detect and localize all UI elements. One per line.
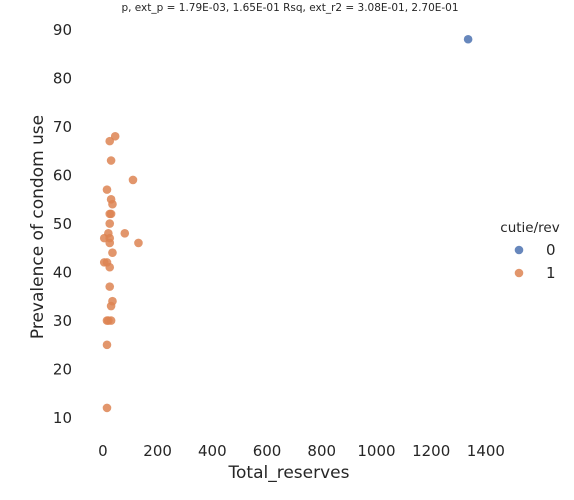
data-point [108,248,117,257]
data-point [102,403,112,413]
y-tick-label: 20 [53,361,72,379]
data-point [105,219,115,228]
legend-label: 0 [546,241,556,259]
data-point [106,209,116,219]
y-tick-label: 80 [53,70,72,88]
y-tick-label: 70 [53,118,72,136]
data-points [99,34,473,413]
legend-marker [514,268,524,278]
x-tick-label: 400 [198,442,227,460]
y-tick-label: 60 [53,167,72,185]
y-tick-label: 10 [53,409,72,427]
x-tick-label: 800 [307,442,336,460]
data-point [120,228,130,238]
x-axis-label: Total_reserves [228,463,350,483]
data-point [102,185,112,194]
y-tick-label: 30 [53,312,72,330]
y-axis-ticks: 10 20 30 40 50 60 70 80 90 [53,21,72,427]
x-tick-label: 200 [143,442,172,460]
data-point [105,262,115,272]
x-axis-ticks: 0 200 400 600 800 1000 1200 1400 [98,442,505,460]
y-tick-label: 90 [53,21,72,39]
data-point [105,282,115,291]
y-axis-label: Prevalence of condom use [28,115,48,339]
chart-title: p, ext_p = 1.79E-03, 1.65E-01 Rsq, ext_r… [121,2,458,14]
data-point [105,238,115,248]
x-tick-label: 1000 [357,442,395,460]
legend-marker [514,245,524,255]
x-tick-label: 600 [253,442,282,460]
y-tick-label: 40 [53,264,72,282]
legend-title: cutie/rev [500,220,559,236]
legend: cutie/rev 0 1 [500,220,559,282]
x-tick-label: 1200 [412,442,450,460]
x-tick-label: 1400 [467,442,505,460]
data-point [128,175,138,185]
x-tick-label: 0 [98,442,108,460]
data-point [102,340,112,350]
y-tick-label: 50 [53,215,72,233]
data-point [105,136,115,146]
data-point [106,156,116,165]
data-point [463,34,473,44]
data-point [106,301,116,311]
data-point [108,199,117,209]
data-point [106,316,116,325]
legend-label: 1 [546,264,556,282]
data-point [134,238,143,248]
